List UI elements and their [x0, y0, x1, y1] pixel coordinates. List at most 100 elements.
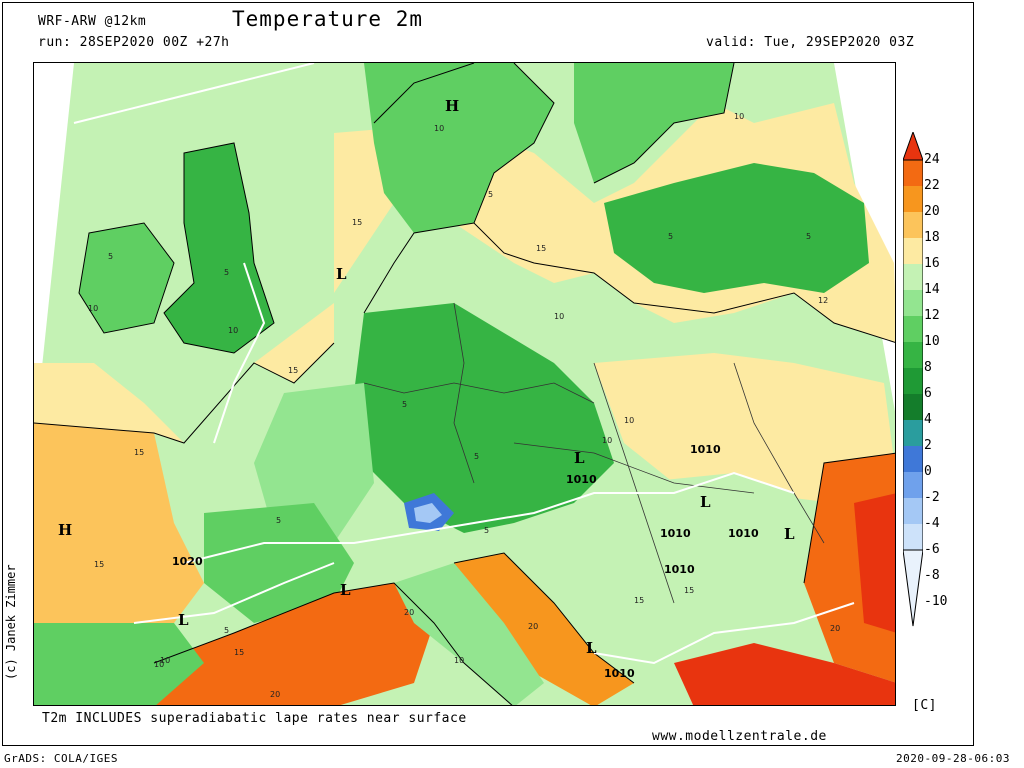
isotherm-label: 10	[160, 656, 170, 665]
website-link[interactable]: www.modellzentrale.de	[652, 729, 827, 744]
temp-zone-norway	[364, 63, 554, 233]
legend-tick-label: 12	[924, 308, 940, 323]
isobar-5	[213, 262, 266, 444]
isotherm-label: 10	[434, 124, 444, 133]
legend-bar	[903, 132, 923, 627]
coastlines	[34, 63, 895, 705]
projection-edge-left	[34, 63, 74, 443]
pressure-label: H	[58, 521, 72, 539]
isobar-label: 1020	[172, 555, 203, 568]
isobar-label: 1010	[690, 443, 721, 456]
isotherm-label: 20	[830, 624, 840, 633]
legend-tick-label: -4	[924, 516, 940, 531]
temp-zone-germany	[354, 303, 614, 533]
legend-swatch	[903, 549, 923, 627]
grads-credit: GrADS: COLA/IGES	[4, 752, 118, 765]
legend-outline	[903, 159, 923, 551]
model-label: WRF-ARW @12km	[38, 14, 147, 29]
isotherm-label: 10	[554, 312, 564, 321]
isotherm-label: 20	[528, 622, 538, 631]
valid-label: valid: Tue, 29SEP2020 03Z	[706, 35, 915, 50]
temp-zone-biscay	[34, 423, 204, 623]
isotherm-label: 10	[624, 416, 634, 425]
isobar-1	[183, 471, 795, 564]
isotherm-label: 10	[228, 326, 238, 335]
legend-tick-label: 2	[924, 438, 932, 453]
isotherm-label: 20	[404, 608, 414, 617]
isobar-label: 1010	[664, 563, 695, 576]
isotherm-label: 12	[818, 296, 828, 305]
border-3	[513, 442, 755, 494]
isotherm-label: 15	[634, 596, 644, 605]
isotherm-label: 10	[154, 660, 164, 669]
temp-zone-black-sea-core	[854, 493, 895, 633]
coast-france-west	[34, 342, 335, 444]
temperature-map: H H L L L L L L L 1010 1010 1010 1010 10…	[33, 62, 896, 706]
legend-swatch	[903, 368, 923, 394]
isotherm-label: 5	[108, 252, 113, 261]
isotherm-label: 5	[276, 516, 281, 525]
isotherm-label: 15	[684, 586, 694, 595]
isotherm-label: 15	[234, 648, 244, 657]
temp-zone-west-med	[154, 583, 434, 705]
temp-zone-atlantic	[34, 363, 184, 443]
legend-tick-label: 0	[924, 464, 932, 479]
isobar-2	[133, 562, 335, 624]
run-label: run: 28SEP2020 00Z +27h	[38, 35, 230, 50]
legend-swatch	[903, 186, 923, 212]
copyright-credit: (c) Janek Zimmer	[4, 564, 18, 680]
legend-tick-label: 18	[924, 230, 940, 245]
temp-zone-finland	[574, 63, 734, 183]
coast-scandinavia	[373, 63, 555, 224]
temp-zone-france	[254, 383, 374, 543]
legend-swatch	[903, 160, 923, 186]
isotherm-label: 5	[224, 268, 229, 277]
temp-zone-alps-core	[414, 503, 442, 523]
legend-tick-label: 14	[924, 282, 940, 297]
pressure-label: L	[336, 265, 347, 283]
temp-zone-balkans	[614, 473, 824, 663]
temp-zone-ireland	[79, 223, 174, 333]
chart-title: Temperature 2m	[232, 7, 424, 31]
legend-swatch	[903, 420, 923, 446]
isotherm-label: 10	[88, 304, 98, 313]
isobar-label: 1010	[604, 667, 635, 680]
isotherm-label: 5	[402, 400, 407, 409]
isotherm-label: 15	[288, 366, 298, 375]
legend-tick-label: 4	[924, 412, 932, 427]
legend-swatch	[903, 264, 923, 290]
temp-zone-italy	[394, 563, 544, 705]
temp-zone-iberia	[34, 623, 204, 705]
legend-swatch	[903, 132, 923, 161]
border-2	[453, 302, 475, 484]
legend-swatch	[903, 316, 923, 342]
legend-tick-label: 6	[924, 386, 932, 401]
coast-britain	[163, 142, 275, 354]
isotherm-label: 5	[806, 232, 811, 241]
isotherm-label: 5	[474, 452, 479, 461]
footer-note: T2m INCLUDES superadiabatic lape rates n…	[42, 711, 467, 726]
legend-swatch	[903, 238, 923, 264]
isobar-value-labels: 1010 1010 1010 1010 1010 1010 1020	[172, 443, 759, 680]
isotherm-value-labels: 10 10 10 10 10 15 15 15 15 15 5 5 5 5 5 …	[88, 112, 840, 699]
legend-swatch	[903, 290, 923, 316]
map-svg: H H L L L L L L L 1010 1010 1010 1010 10…	[34, 63, 895, 705]
isotherm-label: 10	[734, 112, 744, 121]
border-5	[733, 362, 825, 544]
country-borders	[363, 302, 825, 604]
temp-zone-adriatic	[454, 553, 634, 705]
legend-unit: [C]	[912, 698, 937, 713]
legend-swatch	[903, 446, 923, 472]
legend-swatch	[903, 524, 923, 550]
coast-med-north	[153, 582, 513, 705]
temp-zone-poland-east	[594, 353, 895, 503]
legend-swatch	[903, 212, 923, 238]
pressure-label: L	[178, 611, 189, 629]
issue-timestamp: 2020-09-28-06:03	[896, 752, 1010, 765]
border-1	[363, 382, 595, 404]
pressure-label: L	[700, 493, 711, 511]
isobar-label: 1010	[660, 527, 691, 540]
legend-tick-label: 8	[924, 360, 932, 375]
isotherm-label: 5	[488, 190, 493, 199]
legend-swatch	[903, 472, 923, 498]
